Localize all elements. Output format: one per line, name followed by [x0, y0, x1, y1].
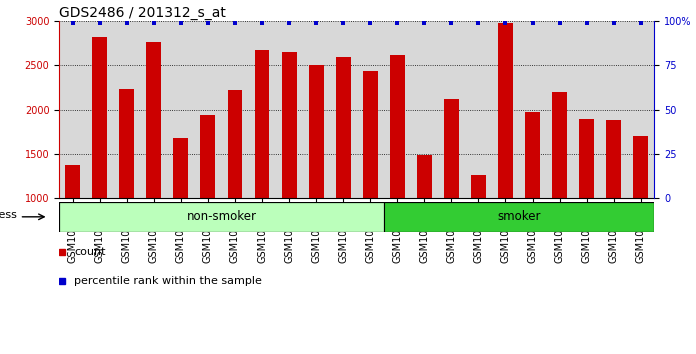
Bar — [146, 42, 161, 198]
Bar — [471, 175, 486, 198]
Bar — [65, 166, 80, 198]
Text: GDS2486 / 201312_s_at: GDS2486 / 201312_s_at — [59, 6, 226, 20]
Text: percentile rank within the sample: percentile rank within the sample — [74, 276, 262, 286]
Bar — [390, 55, 404, 198]
Bar — [363, 71, 378, 198]
Bar — [173, 138, 189, 198]
Bar — [498, 23, 513, 198]
Bar — [552, 92, 567, 198]
Bar — [525, 113, 540, 198]
Bar — [417, 155, 432, 198]
Bar — [282, 52, 296, 198]
Bar — [633, 136, 648, 198]
FancyBboxPatch shape — [383, 202, 654, 232]
Bar — [579, 120, 594, 198]
Bar — [200, 115, 215, 198]
Bar — [255, 50, 269, 198]
Bar — [93, 37, 107, 198]
Bar — [335, 57, 351, 198]
Text: count: count — [74, 247, 106, 257]
Bar — [606, 120, 621, 198]
Text: smoker: smoker — [497, 210, 541, 223]
FancyBboxPatch shape — [59, 202, 383, 232]
Text: stress: stress — [0, 210, 18, 220]
Bar — [444, 99, 459, 198]
Bar — [119, 88, 134, 198]
Text: non-smoker: non-smoker — [187, 210, 256, 223]
Bar — [228, 90, 242, 198]
Bar — [309, 65, 324, 198]
